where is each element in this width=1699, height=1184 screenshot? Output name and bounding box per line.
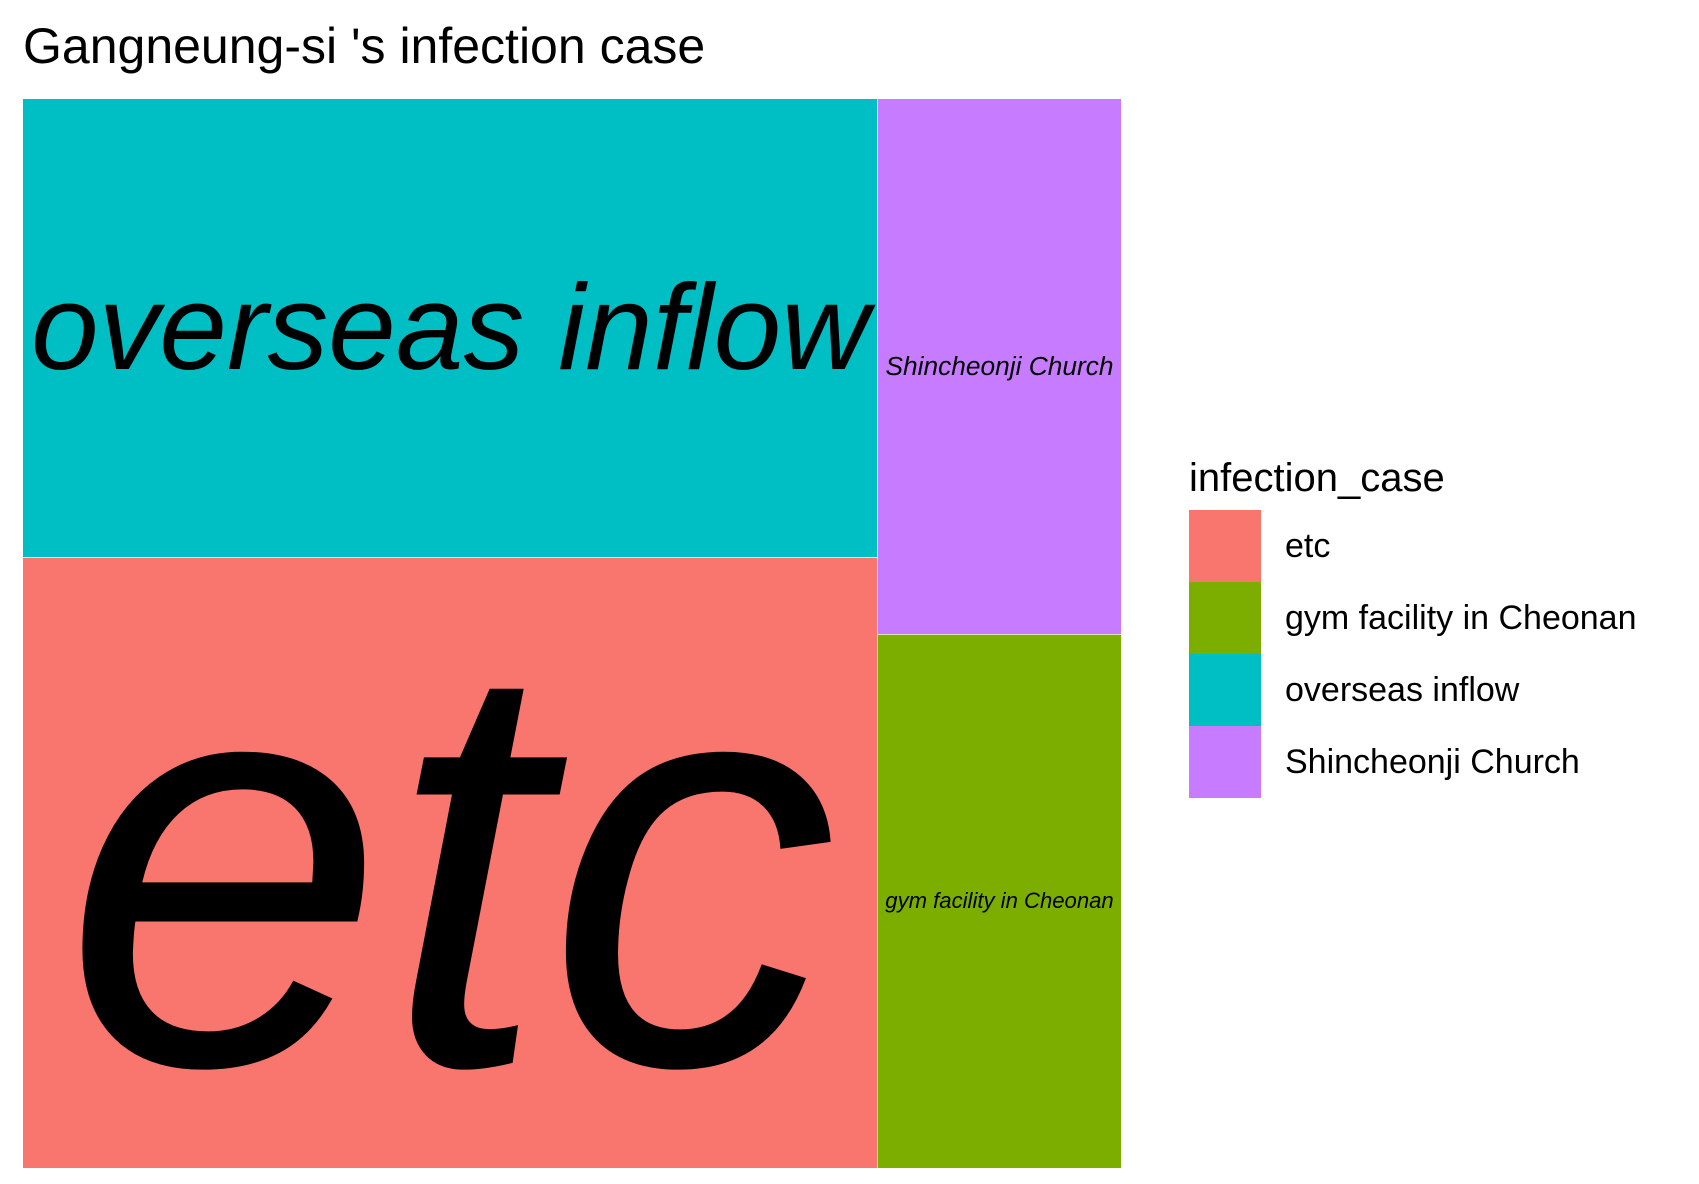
legend-key-shincheonji-church [1189, 726, 1261, 798]
legend-label-gym-facility-in-cheonan: gym facility in Cheonan [1285, 598, 1637, 637]
tile-overseas-inflow: overseas inflow [23, 99, 877, 557]
legend-key-gym-facility-in-cheonan [1189, 582, 1261, 654]
legend-title: infection_case [1189, 456, 1445, 500]
legend-key-etc [1189, 510, 1261, 582]
tile-label-shincheonji-church: Shincheonji Church [885, 351, 1114, 382]
legend-items: etc gym facility in Cheonan overseas inflo… [1189, 510, 1637, 798]
legend-label-overseas-inflow: overseas inflow [1285, 670, 1520, 709]
chart-title: Gangneung-si 's infection case [23, 18, 706, 74]
treemap-plot: overseas inflow etc Shincheonji Church gym … [23, 99, 1121, 1168]
tile-gym-facility-in-cheonan: gym facility in Cheonan [877, 634, 1121, 1168]
tile-etc: etc [23, 557, 877, 1168]
legend-item-etc: etc [1189, 510, 1637, 582]
tile-shincheonji-church: Shincheonji Church [877, 99, 1121, 634]
legend-item-gym-facility-in-cheonan: gym facility in Cheonan [1189, 582, 1637, 654]
tile-label-overseas-inflow: overseas inflow [30, 259, 870, 396]
legend-item-overseas-inflow: overseas inflow [1189, 654, 1637, 726]
legend-item-shincheonji-church: Shincheonji Church [1189, 726, 1637, 798]
tile-label-gym-facility-in-cheonan: gym facility in Cheonan [885, 888, 1114, 914]
legend-key-overseas-inflow [1189, 654, 1261, 726]
legend-label-etc: etc [1285, 526, 1331, 565]
tile-label-etc: etc [62, 557, 838, 1168]
legend-label-shincheonji-church: Shincheonji Church [1285, 742, 1580, 781]
legend: infection_case etc gym facility in Cheona… [1189, 448, 1637, 798]
